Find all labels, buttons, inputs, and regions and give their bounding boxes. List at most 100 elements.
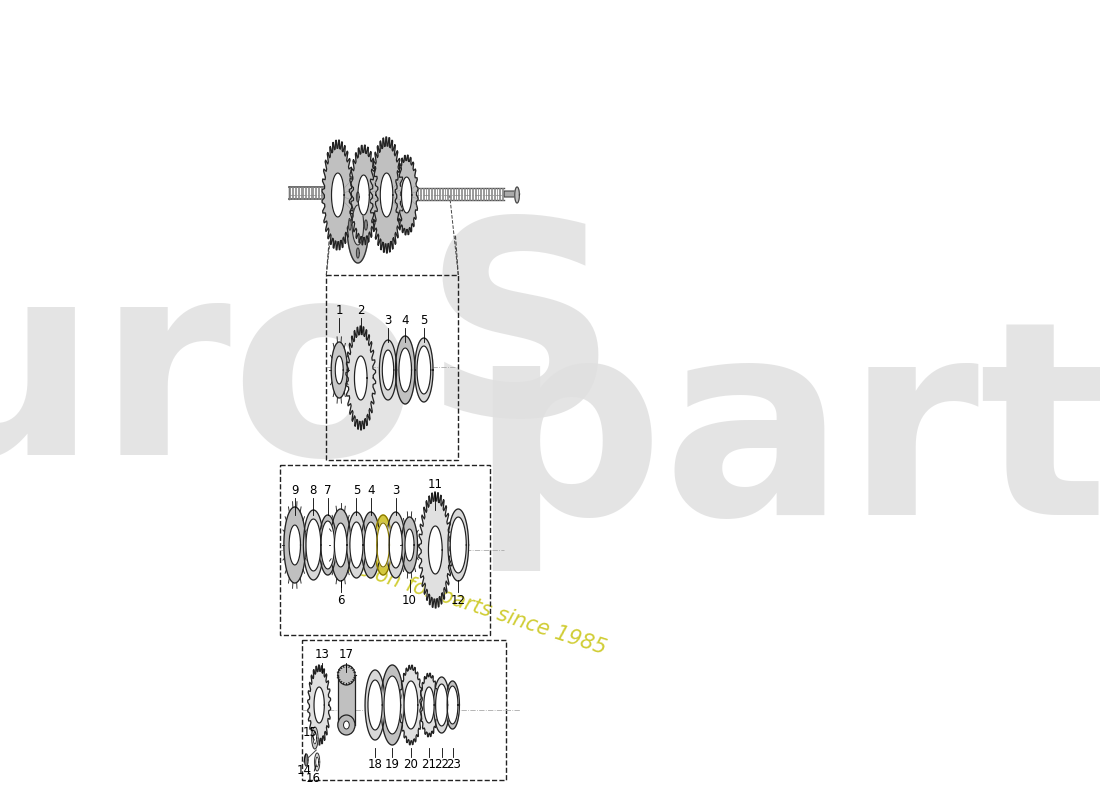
- Text: 1: 1: [336, 303, 343, 317]
- Polygon shape: [316, 757, 319, 767]
- FancyArrow shape: [504, 191, 520, 197]
- Polygon shape: [350, 145, 378, 245]
- Polygon shape: [308, 665, 331, 745]
- Text: 7: 7: [324, 483, 331, 497]
- Text: 22: 22: [434, 758, 450, 771]
- Polygon shape: [358, 175, 370, 215]
- Polygon shape: [349, 220, 351, 230]
- Polygon shape: [311, 727, 318, 749]
- Polygon shape: [370, 137, 404, 253]
- Bar: [327, 275, 459, 460]
- Polygon shape: [319, 515, 337, 575]
- Polygon shape: [386, 512, 405, 578]
- Polygon shape: [364, 522, 377, 568]
- Polygon shape: [424, 687, 434, 723]
- Text: parts: parts: [470, 309, 1100, 571]
- Text: 18: 18: [367, 758, 383, 771]
- Polygon shape: [306, 519, 321, 571]
- Polygon shape: [405, 529, 414, 561]
- Text: 3: 3: [392, 483, 399, 497]
- Polygon shape: [420, 673, 438, 737]
- Polygon shape: [381, 665, 404, 745]
- Polygon shape: [381, 173, 393, 217]
- Polygon shape: [345, 326, 375, 430]
- Polygon shape: [433, 677, 450, 733]
- Text: euro: euro: [0, 249, 418, 511]
- Polygon shape: [361, 512, 381, 578]
- Text: 20: 20: [404, 758, 418, 771]
- Polygon shape: [314, 687, 324, 723]
- Text: S: S: [422, 209, 618, 471]
- Text: 15: 15: [304, 726, 318, 739]
- Bar: [301, 640, 506, 780]
- Bar: [343, 189, 415, 203]
- Polygon shape: [350, 522, 363, 568]
- Polygon shape: [419, 492, 452, 608]
- Polygon shape: [315, 753, 320, 771]
- Polygon shape: [428, 526, 442, 574]
- Polygon shape: [284, 507, 306, 583]
- Ellipse shape: [343, 721, 350, 729]
- Text: 6: 6: [337, 594, 344, 606]
- Polygon shape: [322, 140, 353, 250]
- Polygon shape: [383, 350, 394, 390]
- Polygon shape: [336, 356, 343, 384]
- Polygon shape: [331, 173, 344, 217]
- Polygon shape: [304, 510, 323, 580]
- Polygon shape: [436, 684, 448, 726]
- Ellipse shape: [338, 715, 355, 735]
- Polygon shape: [446, 681, 460, 729]
- Text: 10: 10: [403, 594, 417, 606]
- Polygon shape: [356, 192, 360, 202]
- Polygon shape: [331, 342, 348, 398]
- Text: 5: 5: [420, 314, 428, 326]
- Text: 19: 19: [385, 758, 399, 771]
- Polygon shape: [402, 517, 418, 573]
- Polygon shape: [365, 670, 385, 740]
- Polygon shape: [346, 512, 366, 578]
- Polygon shape: [367, 680, 383, 730]
- Polygon shape: [384, 676, 400, 734]
- Polygon shape: [352, 205, 364, 245]
- Text: 2: 2: [358, 303, 364, 317]
- Polygon shape: [415, 338, 433, 402]
- Polygon shape: [314, 732, 317, 744]
- Polygon shape: [417, 346, 431, 394]
- Text: 12: 12: [451, 594, 465, 606]
- Polygon shape: [354, 356, 367, 400]
- Polygon shape: [448, 509, 469, 581]
- Text: 16: 16: [306, 771, 320, 785]
- Polygon shape: [399, 665, 422, 745]
- Text: 17: 17: [339, 649, 354, 662]
- Text: 4: 4: [402, 314, 409, 326]
- Polygon shape: [364, 220, 367, 230]
- Text: 8: 8: [310, 483, 317, 497]
- Polygon shape: [374, 515, 392, 575]
- Text: 9: 9: [292, 483, 298, 497]
- Text: 14: 14: [297, 763, 311, 777]
- Polygon shape: [346, 187, 368, 263]
- Polygon shape: [515, 187, 519, 203]
- Polygon shape: [289, 525, 300, 565]
- Text: 21: 21: [421, 758, 437, 771]
- Polygon shape: [396, 336, 415, 404]
- Polygon shape: [321, 521, 334, 569]
- Polygon shape: [389, 522, 403, 568]
- Polygon shape: [450, 517, 466, 573]
- Polygon shape: [305, 754, 308, 766]
- Polygon shape: [330, 509, 351, 581]
- Text: 23: 23: [446, 758, 461, 771]
- Text: 4: 4: [367, 483, 374, 497]
- Ellipse shape: [338, 665, 355, 685]
- Text: 3: 3: [384, 314, 392, 326]
- Polygon shape: [447, 686, 458, 724]
- Polygon shape: [395, 155, 418, 235]
- Text: 5: 5: [353, 483, 360, 497]
- Text: 13: 13: [315, 649, 330, 662]
- Bar: [338, 675, 355, 725]
- Polygon shape: [356, 248, 360, 258]
- Text: 11: 11: [428, 478, 443, 491]
- Polygon shape: [334, 523, 346, 567]
- Bar: [280, 465, 490, 635]
- Polygon shape: [379, 340, 397, 400]
